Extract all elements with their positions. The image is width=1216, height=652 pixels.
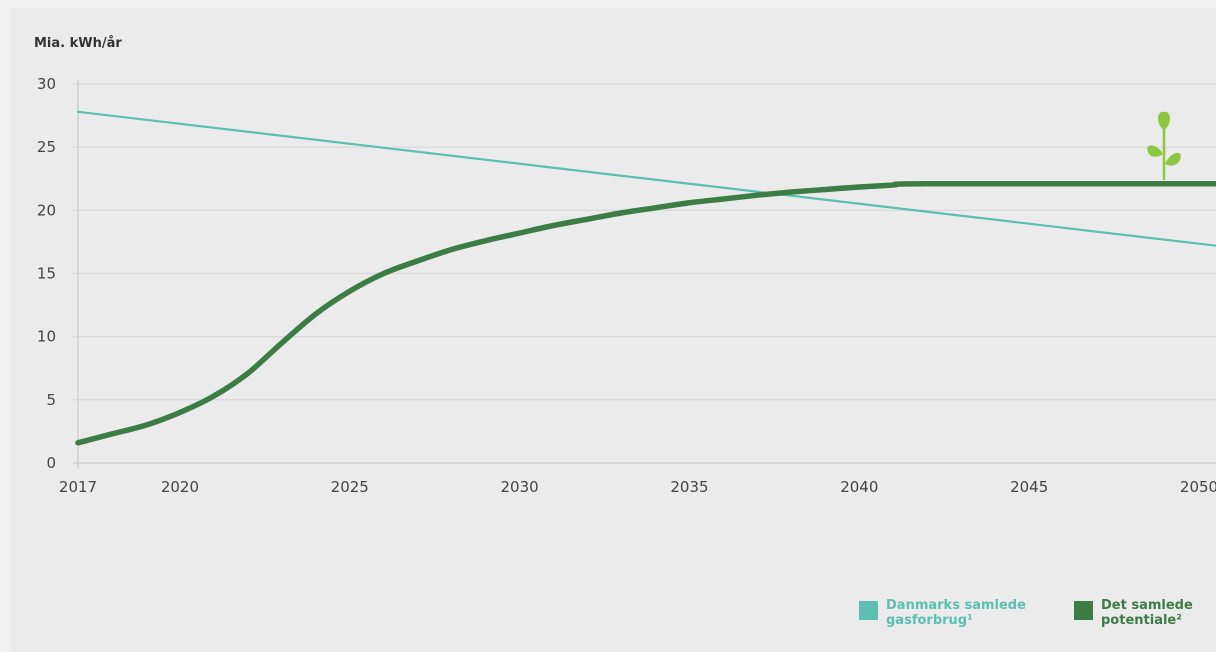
- x-tick-label: 2035: [670, 478, 708, 496]
- series-line-gasforbrug: [76, 110, 1216, 247]
- legend-item-potentiale: Det samlede potentiale²: [1074, 598, 1193, 628]
- y-tick-labels: 0 5 10 15 20 25 30: [37, 75, 56, 472]
- legend-label: Det samlede potentiale²: [1101, 598, 1193, 628]
- legend-item-gasforbrug: Danmarks samlede gasforbrug¹: [859, 598, 1026, 628]
- x-tick-label: 2050: [1180, 478, 1216, 496]
- x-tick-label: 2020: [161, 478, 199, 496]
- grid-lines: [73, 80, 1216, 469]
- sprout-icon: [1147, 111, 1181, 180]
- y-tick-label: 15: [37, 265, 56, 283]
- y-tick-label: 25: [37, 138, 56, 156]
- y-tick-label: 30: [37, 75, 56, 93]
- x-tick-label: 2030: [501, 478, 539, 496]
- y-tick-label: 5: [46, 391, 56, 409]
- y-axis-label: Mia. kWh/år: [34, 36, 122, 51]
- y-tick-label: 20: [37, 201, 56, 219]
- legend-swatch: [1074, 601, 1093, 620]
- x-tick-label: 2025: [331, 478, 369, 496]
- y-tick-label: 10: [37, 328, 56, 346]
- series-lines: [75, 110, 1216, 446]
- x-tick-label: 2040: [840, 478, 878, 496]
- x-tick-label: 2017: [59, 478, 97, 496]
- series-line-potentiale: [75, 180, 1216, 446]
- legend-label: Danmarks samlede gasforbrug¹: [886, 598, 1026, 628]
- x-tick-label: 2045: [1010, 478, 1048, 496]
- x-tick-labels: 2017 2020 2025 2030 2035 2040 2045 2050: [59, 478, 1216, 496]
- legend-swatch: [859, 601, 878, 620]
- chart-panel: [10, 8, 1216, 652]
- y-tick-label: 0: [46, 454, 56, 472]
